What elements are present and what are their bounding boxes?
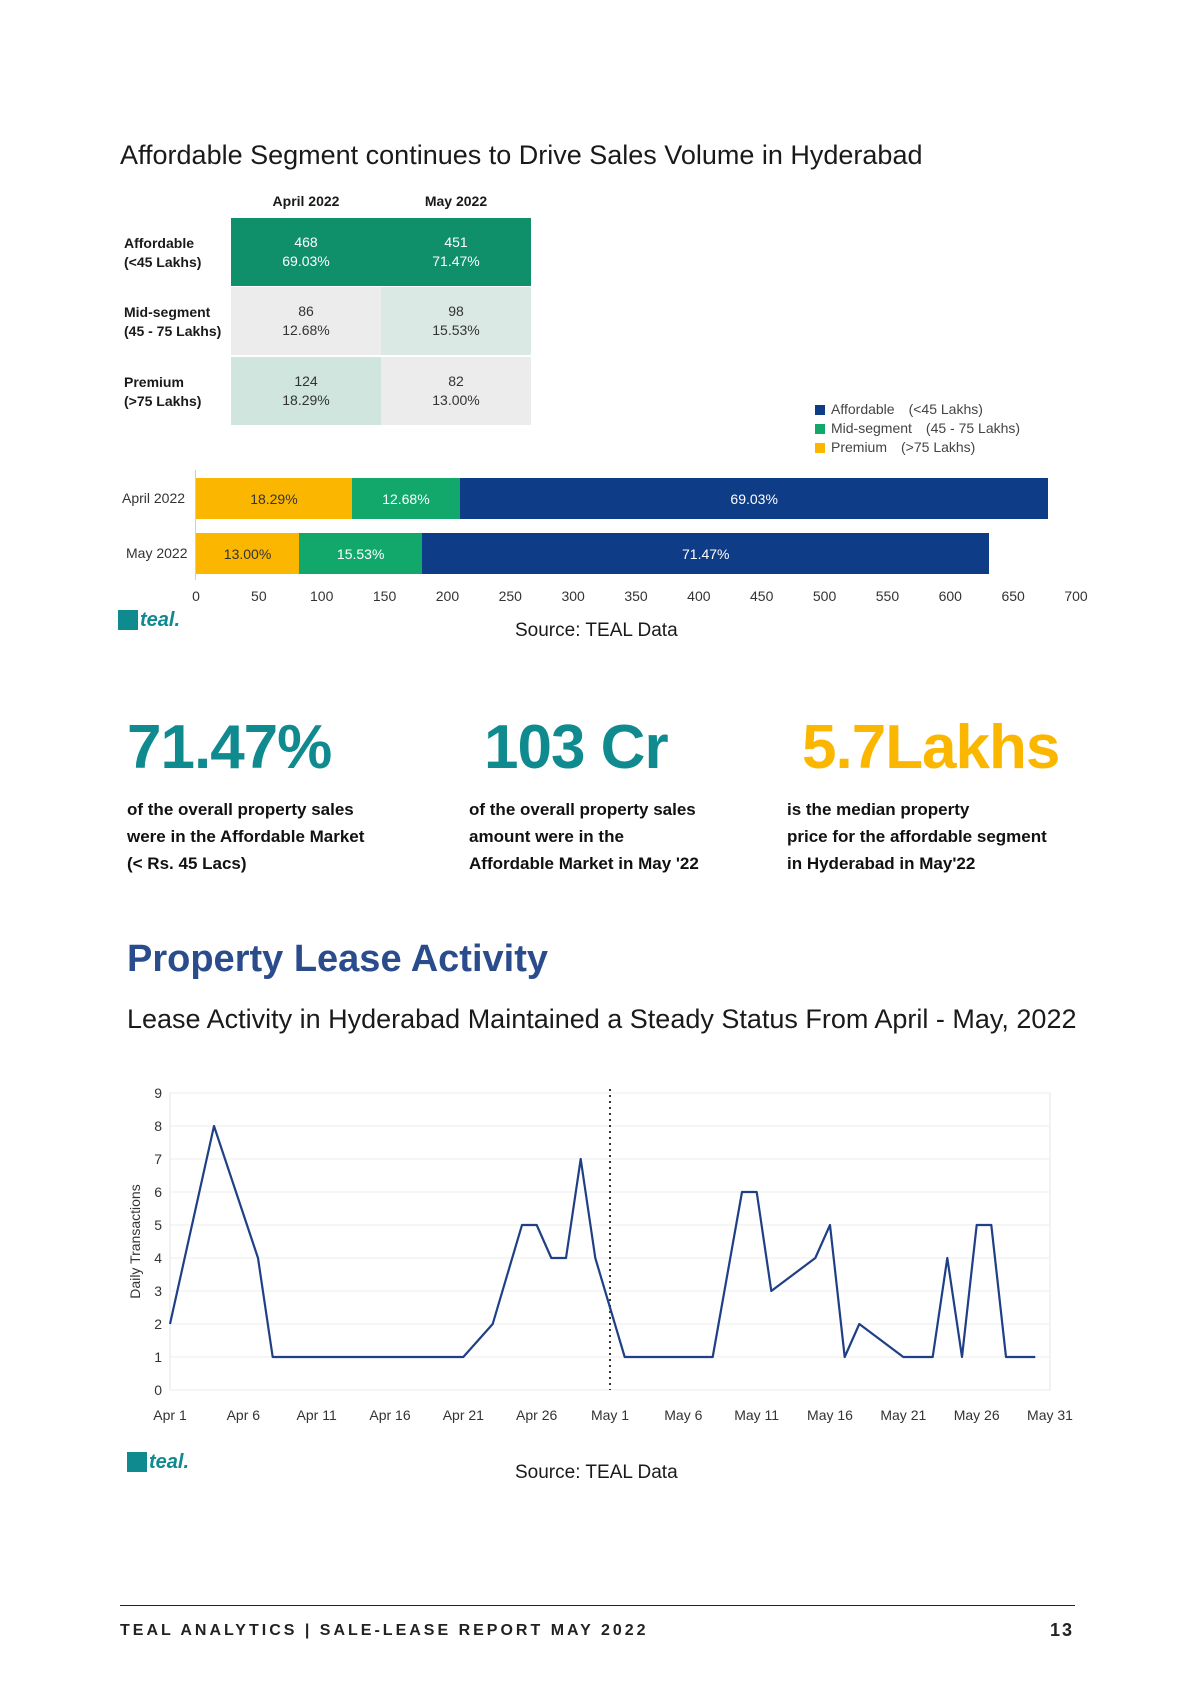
lease-section-title: Property Lease Activity bbox=[127, 938, 548, 980]
line-chart-x-tick: Apr 11 bbox=[297, 1407, 337, 1423]
line-chart-x-tick: May 26 bbox=[954, 1407, 1000, 1423]
bar-segment-affordable-may: 71.47% bbox=[422, 533, 990, 574]
bar-chart-legend: Affordable (<45 Lakhs) Mid-segment (45 - 7… bbox=[815, 400, 1020, 457]
bar-x-tick: 50 bbox=[251, 588, 267, 604]
source-note-sales: Source: TEAL Data bbox=[515, 620, 678, 641]
teal-logo-mark bbox=[127, 1452, 147, 1472]
bar-x-tick: 600 bbox=[938, 588, 962, 604]
stat-value: 71.47% bbox=[127, 713, 332, 782]
bar-x-tick: 250 bbox=[498, 588, 522, 604]
legend-item-mid-segment: Mid-segment (45 - 75 Lakhs) bbox=[815, 419, 1020, 438]
line-chart-x-tick: May 16 bbox=[807, 1407, 853, 1423]
legend-item-affordable: Affordable (<45 Lakhs) bbox=[815, 400, 1020, 419]
bar-segment-mid-segment-may: 15.53% bbox=[299, 533, 423, 574]
teal-logo-mark bbox=[118, 610, 138, 630]
bar-x-tick: 350 bbox=[624, 588, 648, 604]
cell-affordable-april: 468 69.03% bbox=[231, 218, 381, 286]
line-chart-x-ticks: Apr 1 Apr 6 Apr 11 Apr 16 Apr 21 Apr 26 May 1 M… bbox=[153, 1407, 1073, 1423]
stat-value: 103 Cr bbox=[484, 713, 669, 782]
bar-x-tick: 700 bbox=[1064, 588, 1088, 604]
line-chart-x-tick: Apr 1 bbox=[153, 1407, 187, 1423]
footer-divider bbox=[120, 1605, 1075, 1606]
line-chart-x-tick: May 31 bbox=[1027, 1407, 1073, 1423]
stat-sales-amount-desc: of the overall property sales amount wer… bbox=[469, 800, 699, 873]
line-chart-x-tick: Apr 16 bbox=[369, 1407, 410, 1423]
teal-logo: teal. bbox=[118, 610, 180, 630]
stat-sales-amount: 103 Cr bbox=[484, 713, 669, 782]
line-chart-y-label: Daily Transactions bbox=[127, 1184, 143, 1298]
legend-swatch-mid-segment bbox=[815, 424, 825, 434]
line-chart-y-tick: 7 bbox=[154, 1151, 162, 1167]
bar-category-may: May 2022 bbox=[126, 545, 188, 561]
row-label-affordable: Affordable (<45 Lakhs) bbox=[124, 235, 202, 270]
legend-item-premium: Premium (>75 Lakhs) bbox=[815, 438, 1020, 457]
bar-x-tick: 0 bbox=[192, 588, 200, 604]
bar-x-ticks: 0 50 100 150 200 250 300 350 400 450 500 550 600 650 7… bbox=[110, 588, 1090, 608]
footer-page-number: 13 bbox=[1050, 1620, 1075, 1640]
cell-mid-may: 98 15.53% bbox=[381, 287, 531, 355]
line-chart-x-tick: May 6 bbox=[664, 1407, 702, 1423]
footer-report-title: TEAL ANALYTICS | SALE-LEASE REPORT MAY 2… bbox=[120, 1622, 649, 1639]
table-header-may: May 2022 bbox=[424, 193, 488, 209]
bar-rows: 18.29% 12.68% 69.03% 13.00% 15.53% 71.47% bbox=[110, 470, 1090, 580]
line-chart-y-tick: 2 bbox=[154, 1316, 162, 1332]
line-chart-y-tick: 1 bbox=[154, 1349, 162, 1365]
bar-segment-premium-april: 18.29% bbox=[196, 478, 352, 519]
section-heading: Affordable Segment continues to Drive Sa… bbox=[120, 140, 923, 170]
bar-x-tick: 400 bbox=[687, 588, 711, 604]
stacked-bar-chart: April 2022 May 2022 18.29% 12.68% 69.03% 13… bbox=[110, 470, 1090, 610]
line-chart-x-tick: May 21 bbox=[880, 1407, 926, 1423]
stat-value: 5.7Lakhs bbox=[802, 713, 1060, 782]
bar-x-tick: 150 bbox=[372, 588, 397, 604]
bar-x-tick: 300 bbox=[561, 588, 585, 604]
bar-segment-affordable-april: 69.03% bbox=[460, 478, 1049, 519]
legend-swatch-affordable bbox=[815, 405, 825, 415]
row-label-premium: Premium (>75 Lakhs) bbox=[124, 374, 202, 409]
line-chart-y-tick: 8 bbox=[154, 1118, 162, 1134]
line-chart-y-tick: 5 bbox=[154, 1217, 162, 1233]
bar-segment-premium-may: 13.00% bbox=[196, 533, 300, 574]
line-chart-x-tick: May 11 bbox=[734, 1407, 779, 1423]
teal-logo-wordmark: teal. bbox=[140, 609, 181, 631]
lease-section-subtitle: Lease Activity in Hyderabad Maintained a… bbox=[127, 1004, 1077, 1034]
stat-affordable-share: 71.47% bbox=[127, 713, 332, 782]
bar-x-tick: 650 bbox=[1001, 588, 1025, 604]
bar-x-tick: 100 bbox=[310, 588, 334, 604]
line-series-daily-transactions bbox=[168, 1124, 1036, 1359]
line-chart-y-tick: 0 bbox=[154, 1382, 162, 1398]
source-note-lease: Source: TEAL Data bbox=[515, 1462, 678, 1483]
cell-affordable-may: 451 71.47% bbox=[381, 218, 531, 286]
line-chart-x-tick: Apr 26 bbox=[516, 1407, 557, 1423]
cell-mid-april: 86 12.68% bbox=[231, 287, 381, 355]
line-chart-x-tick: May 1 bbox=[591, 1407, 629, 1423]
bar-x-tick: 450 bbox=[750, 588, 774, 604]
line-chart-y-tick: 9 bbox=[154, 1085, 162, 1101]
bar-category-april: April 2022 bbox=[122, 490, 186, 506]
cell-premium-may: 82 13.00% bbox=[381, 357, 531, 425]
line-chart-y-tick: 3 bbox=[154, 1283, 162, 1299]
bar-x-tick: 500 bbox=[812, 588, 837, 604]
teal-logo-wordmark: teal. bbox=[149, 1451, 190, 1473]
stat-median-price: 5.7Lakhs bbox=[802, 713, 1060, 782]
stat-median-price-desc: is the median property price for the aff… bbox=[787, 800, 1047, 873]
line-chart-y-tick: 4 bbox=[154, 1250, 162, 1266]
line-chart-y-tick: 6 bbox=[154, 1184, 162, 1200]
teal-logo-lease: teal. bbox=[127, 1452, 189, 1472]
legend-swatch-premium bbox=[815, 443, 825, 453]
line-chart-y-ticks: 0 1 2 3 4 5 6 7 8 9 bbox=[154, 1085, 162, 1398]
bar-x-tick: 200 bbox=[435, 588, 460, 604]
bar-x-tick: 550 bbox=[875, 588, 900, 604]
bar-axis-line bbox=[195, 470, 196, 580]
bar-segment-mid-segment-april: 12.68% bbox=[351, 478, 460, 519]
line-chart-x-tick: Apr 6 bbox=[227, 1407, 261, 1423]
line-chart-x-tick: Apr 21 bbox=[443, 1407, 484, 1423]
row-label-mid-segment: Mid-segment (45 - 75 Lakhs) bbox=[124, 304, 222, 339]
cell-premium-april: 124 18.29% bbox=[231, 357, 381, 425]
stat-affordable-share-desc: of the overall property sales were in th… bbox=[127, 800, 365, 873]
table-header-april: April 2022 bbox=[272, 193, 340, 209]
